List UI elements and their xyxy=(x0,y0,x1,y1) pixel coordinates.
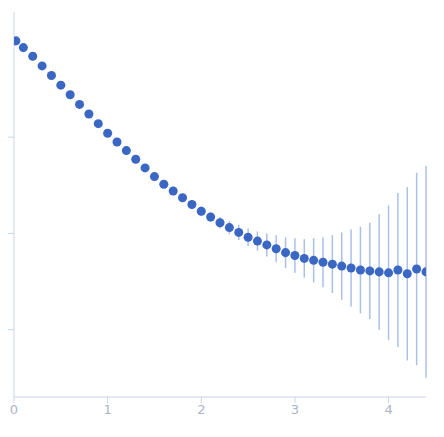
svg-text:1: 1 xyxy=(103,402,111,417)
svg-text:4: 4 xyxy=(384,402,392,417)
svg-text:0: 0 xyxy=(10,402,18,417)
svg-text:2: 2 xyxy=(197,402,205,417)
svg-text:3: 3 xyxy=(291,402,299,417)
